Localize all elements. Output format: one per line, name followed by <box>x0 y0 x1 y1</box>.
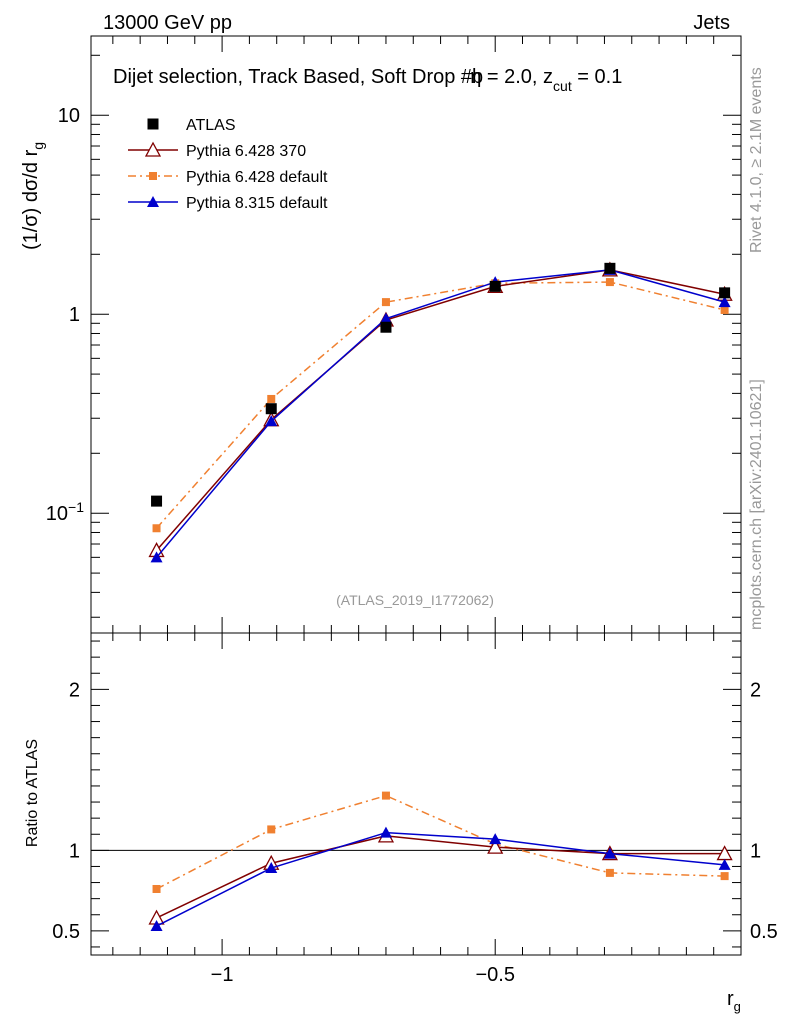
mcplots-label: mcplots.cern.ch [arXiv:2401.10621] <box>748 379 765 630</box>
series-line-ratio <box>156 794 725 890</box>
data-point-main <box>720 305 729 314</box>
legend-label: ATLAS <box>186 117 236 134</box>
series-line-ratio <box>156 835 725 919</box>
legend-entry: ATLAS <box>147 117 236 134</box>
legend-entry: Pythia 8.315 default <box>128 195 328 212</box>
data-point-ratio <box>489 833 502 845</box>
y-tick-label-main-exp: −1 <box>68 499 84 515</box>
header-right: Jets <box>693 12 730 34</box>
y-axis-label-main-sub: g <box>30 142 46 150</box>
chart-title-eta: η = 2.0, z <box>470 66 553 88</box>
header: 13000 GeV pp Jets <box>103 12 730 34</box>
data-point-main <box>605 278 614 287</box>
y-tick-label-main: 10 <box>46 503 68 525</box>
data-point-main <box>719 287 731 299</box>
data-point-ratio <box>381 791 390 800</box>
data-point-ratio <box>150 920 163 932</box>
data-point-ratio <box>265 862 278 874</box>
legend-marker <box>147 196 159 207</box>
y-tick-label-ratio-right: 2 <box>750 679 761 701</box>
chart-title-sub: cut <box>553 78 572 94</box>
axis-ticks <box>91 36 742 955</box>
data-point-main <box>381 298 390 307</box>
x-tick-label: −1 <box>211 964 234 986</box>
x-axis-label-sub: g <box>734 999 741 1014</box>
chart-title-tail: = 0.1 <box>572 66 623 88</box>
series-line-main <box>155 269 725 551</box>
data-point-main <box>265 415 278 427</box>
data-point-main <box>604 262 616 274</box>
legend-label: Pythia 6.428 default <box>186 169 328 186</box>
x-axis-label-text: r <box>727 988 734 1010</box>
data-point-ratio <box>718 858 731 870</box>
y-tick-label-ratio-right: 1 <box>750 840 761 862</box>
legend-marker <box>147 118 159 130</box>
y-tick-label-ratio-left: 1 <box>69 840 80 862</box>
data-point-main <box>267 394 276 403</box>
series-line-ratio <box>156 831 725 927</box>
series-line-main <box>155 269 725 558</box>
legend-label: Pythia 8.315 default <box>186 195 328 212</box>
rivet-label: Rivet 4.1.0, ≥ 2.1M events <box>748 67 765 253</box>
chart-title-main: Dijet selection, Track Based, Soft Drop … <box>113 66 483 88</box>
analysis-id: (ATLAS_2019_I1772062) <box>336 592 494 608</box>
y-tick-label-ratio-right: 0.5 <box>750 921 778 943</box>
y-tick-label-ratio-left: 2 <box>69 679 80 701</box>
data-point-main <box>718 296 731 308</box>
header-left: 13000 GeV pp <box>103 12 232 34</box>
legend: ATLAS Pythia 6.428 370 Pythia 6.428 defaul… <box>128 117 328 212</box>
legend-label: Pythia 6.428 370 <box>186 143 306 160</box>
legend-entry: Pythia 6.428 default <box>128 169 328 186</box>
data-point-ratio <box>603 847 616 859</box>
ratio-panel-frame <box>90 632 742 956</box>
data-point-main <box>150 551 163 563</box>
data-point-ratio <box>267 825 276 834</box>
legend-marker <box>149 172 157 180</box>
data-point-ratio <box>720 872 729 881</box>
data-point-ratio <box>379 826 392 838</box>
data-point-main <box>151 495 163 507</box>
data-point-ratio <box>605 868 614 877</box>
legend-entry: Pythia 6.428 370 <box>128 141 306 160</box>
x-axis-label: rg <box>727 988 741 1014</box>
y-tick-label-main: 10 <box>58 105 80 127</box>
data-point-main <box>489 280 501 292</box>
data-series <box>148 261 733 932</box>
y-axis-label-main-text: (1/σ) dσ/d r <box>20 149 42 250</box>
y-axis-label-ratio: Ratio to ATLAS <box>24 739 41 847</box>
y-axis-label-main: (1/σ) dσ/d rg <box>20 142 46 250</box>
data-point-ratio <box>152 884 161 893</box>
data-point-ratio <box>487 838 504 854</box>
series-atlas <box>151 262 731 507</box>
data-point-main <box>265 403 277 415</box>
data-point-main <box>152 524 161 533</box>
y-tick-label-ratio-left: 0.5 <box>52 921 80 943</box>
series-line-main <box>155 281 725 529</box>
data-point-main <box>380 321 392 333</box>
data-point-main <box>379 312 392 324</box>
legend-marker <box>144 141 162 157</box>
series-pythia-6-428-default <box>152 278 729 893</box>
y-tick-label-main: 1 <box>69 304 80 326</box>
chart-title: Dijet selection, Track Based, Soft Drop … <box>113 66 622 94</box>
x-tick-label: −0.5 <box>475 964 514 986</box>
